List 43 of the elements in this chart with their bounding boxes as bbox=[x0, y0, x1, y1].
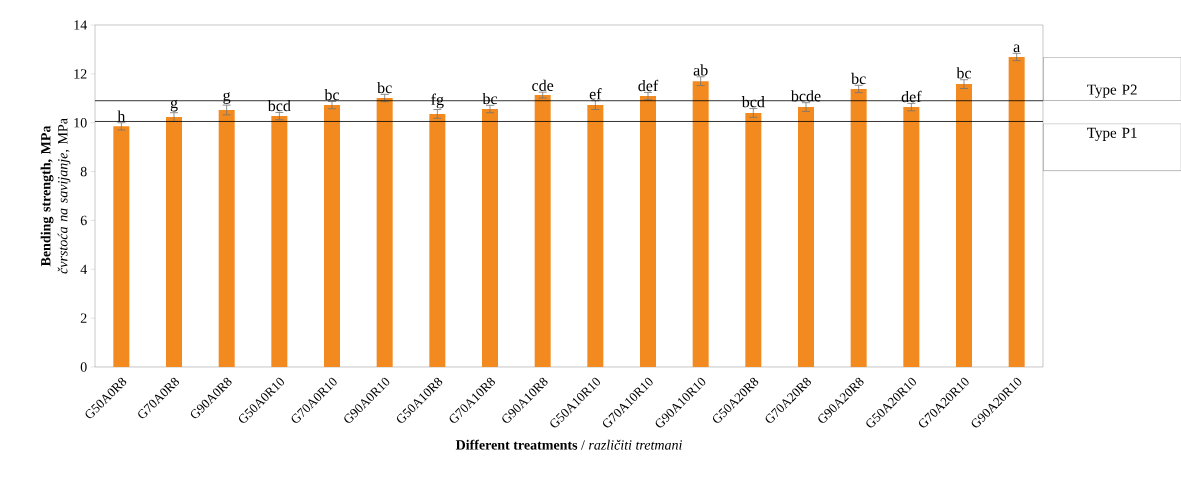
bar bbox=[745, 112, 762, 367]
bar bbox=[482, 109, 499, 367]
annotation: ef bbox=[589, 88, 602, 100]
annotation: cde bbox=[532, 79, 554, 91]
annotation: a bbox=[1013, 44, 1020, 53]
bar bbox=[166, 117, 183, 367]
annotation: def bbox=[638, 79, 659, 92]
bar bbox=[324, 105, 341, 367]
bar bbox=[376, 98, 393, 367]
bar bbox=[587, 105, 604, 367]
bar bbox=[640, 96, 656, 367]
y-tick-label: 8 bbox=[80, 166, 87, 177]
annotation: h bbox=[117, 110, 126, 122]
y-tick-label: 12 bbox=[74, 69, 87, 79]
bar bbox=[113, 126, 130, 367]
bar bbox=[903, 107, 920, 367]
annotation: bc bbox=[377, 81, 392, 94]
y-tick-label: 4 bbox=[80, 264, 87, 274]
bar bbox=[534, 95, 551, 367]
bar bbox=[271, 116, 288, 367]
y-tick-label: 14 bbox=[74, 20, 87, 30]
ref-line-label: Type P2 bbox=[1087, 84, 1137, 98]
annotation: bcd bbox=[267, 99, 291, 112]
x-axis-title: Different treatments / različiti tretmani bbox=[455, 439, 682, 450]
annotation: bc bbox=[324, 88, 340, 101]
y-tick-label: 0 bbox=[80, 362, 87, 372]
ref-line-label: Type P1 bbox=[1087, 127, 1137, 141]
annotation: g bbox=[170, 99, 178, 112]
annotation: bc bbox=[851, 72, 866, 85]
annotation: bcde bbox=[790, 90, 821, 102]
bar bbox=[850, 88, 867, 367]
bar bbox=[798, 107, 814, 367]
bar bbox=[218, 110, 235, 367]
y-tick-label: 6 bbox=[80, 215, 87, 226]
bar bbox=[429, 113, 446, 367]
annotation: bc bbox=[956, 67, 972, 79]
y-tick-label: 2 bbox=[80, 313, 87, 323]
y-tick-label: 10 bbox=[74, 117, 87, 128]
bar bbox=[1008, 56, 1025, 367]
annotation: ab bbox=[693, 64, 708, 76]
bar bbox=[956, 84, 972, 367]
annotation: def bbox=[901, 90, 922, 103]
bar bbox=[692, 81, 709, 367]
